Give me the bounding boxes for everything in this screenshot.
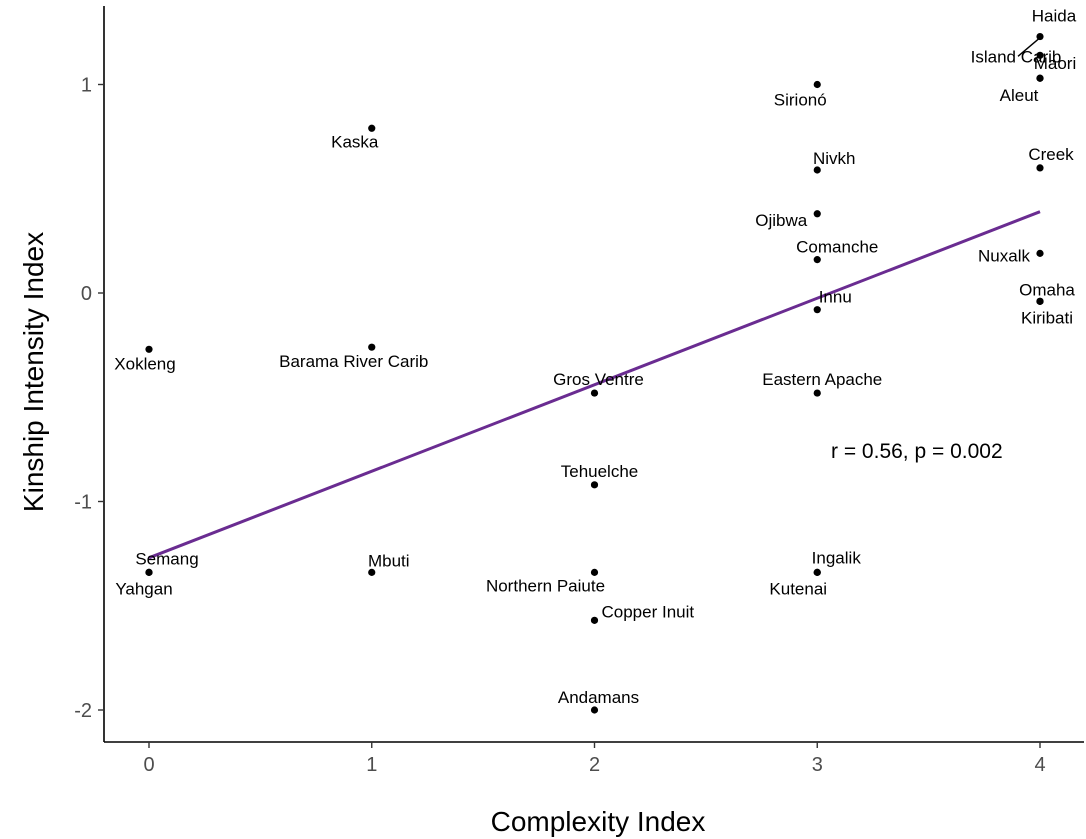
label-haida: Haida (1032, 7, 1077, 26)
label-gros-ventre: Gros Ventre (553, 370, 644, 389)
x-tick-label: 2 (589, 754, 600, 776)
label-tehuelche: Tehuelche (561, 462, 639, 481)
data-points (145, 32, 1044, 714)
x-tick-label: 4 (1034, 754, 1045, 776)
point-comanche (813, 256, 821, 264)
point-tehuelche (590, 481, 599, 489)
point-andamans (590, 706, 599, 714)
y-tick-label: -2 (74, 700, 92, 722)
label-eastern-apache: Eastern Apache (762, 370, 882, 389)
x-tick-label: 1 (366, 754, 377, 776)
label-copper-inuit: Copper Inuit (602, 602, 695, 621)
label-island-carib: Island Carib (971, 47, 1062, 66)
label-kaska: Kaska (331, 132, 379, 151)
label-andamans: Andamans (558, 688, 639, 707)
label-nivkh: Nivkh (813, 149, 856, 168)
y-tick-label: 0 (81, 283, 92, 305)
label-barama-river-carib: Barama River Carib (279, 352, 428, 371)
point-aleut (1036, 74, 1044, 82)
point-copper-inuit (590, 616, 599, 624)
regression-line (148, 210, 1041, 560)
label-kiribati: Kiribati (1021, 308, 1073, 327)
label-ojibwa: Ojibwa (755, 211, 808, 230)
point-siriono (813, 80, 821, 89)
label-maori: Maori (1034, 54, 1077, 73)
point-nuxalk (1036, 249, 1044, 257)
label-xokleng: Xokleng (114, 354, 175, 373)
x-tick-label: 3 (812, 754, 823, 776)
label-ingalik: Ingalik (812, 548, 862, 567)
point-kiribati (1036, 297, 1044, 305)
y-tick-label: -1 (74, 492, 92, 514)
point-mbuti (368, 568, 376, 576)
correlation-annotation: r = 0.56, p = 0.002 (831, 440, 1003, 463)
axes: 0 1 2 3 4 1 0 -1 -2 (74, 6, 1084, 776)
point-xokleng (145, 345, 153, 353)
regression-line-group (148, 210, 1041, 560)
label-creek: Creek (1028, 145, 1074, 164)
label-aleut: Aleut (1000, 86, 1039, 105)
label-omaha: Omaha (1019, 280, 1075, 299)
point-northern-paiute (590, 568, 599, 576)
point-island-carib (1036, 51, 1044, 59)
point-kutenai (813, 568, 821, 576)
label-innu: Innu (819, 288, 852, 307)
point-barama-river-carib (368, 343, 376, 351)
label-siriono: Sirionó (774, 91, 827, 110)
point-gros-ventre (590, 389, 599, 397)
point-innu (813, 306, 821, 314)
point-kaska (368, 124, 376, 132)
label-yahgan: Yahgan (115, 579, 172, 598)
label-comanche: Comanche (796, 238, 878, 257)
label-nuxalk: Nuxalk (978, 246, 1030, 265)
label-leader-line (1017, 38, 1040, 57)
label-semang: Semang (135, 549, 198, 568)
x-axis-title: Complexity Index (491, 806, 706, 837)
point-yahgan (145, 568, 153, 576)
label-kutenai: Kutenai (769, 579, 827, 598)
point-creek (1036, 164, 1044, 172)
x-tick-label: 0 (143, 754, 154, 776)
point-ojibwa (813, 210, 821, 218)
point-nivkh (813, 166, 821, 174)
y-axis-title: Kinship Intensity Index (18, 232, 49, 512)
y-tick-label: 1 (81, 75, 92, 97)
point-eastern-apache (813, 389, 821, 397)
label-northern-paiute: Northern Paiute (486, 576, 605, 595)
label-mbuti: Mbuti (368, 551, 410, 570)
